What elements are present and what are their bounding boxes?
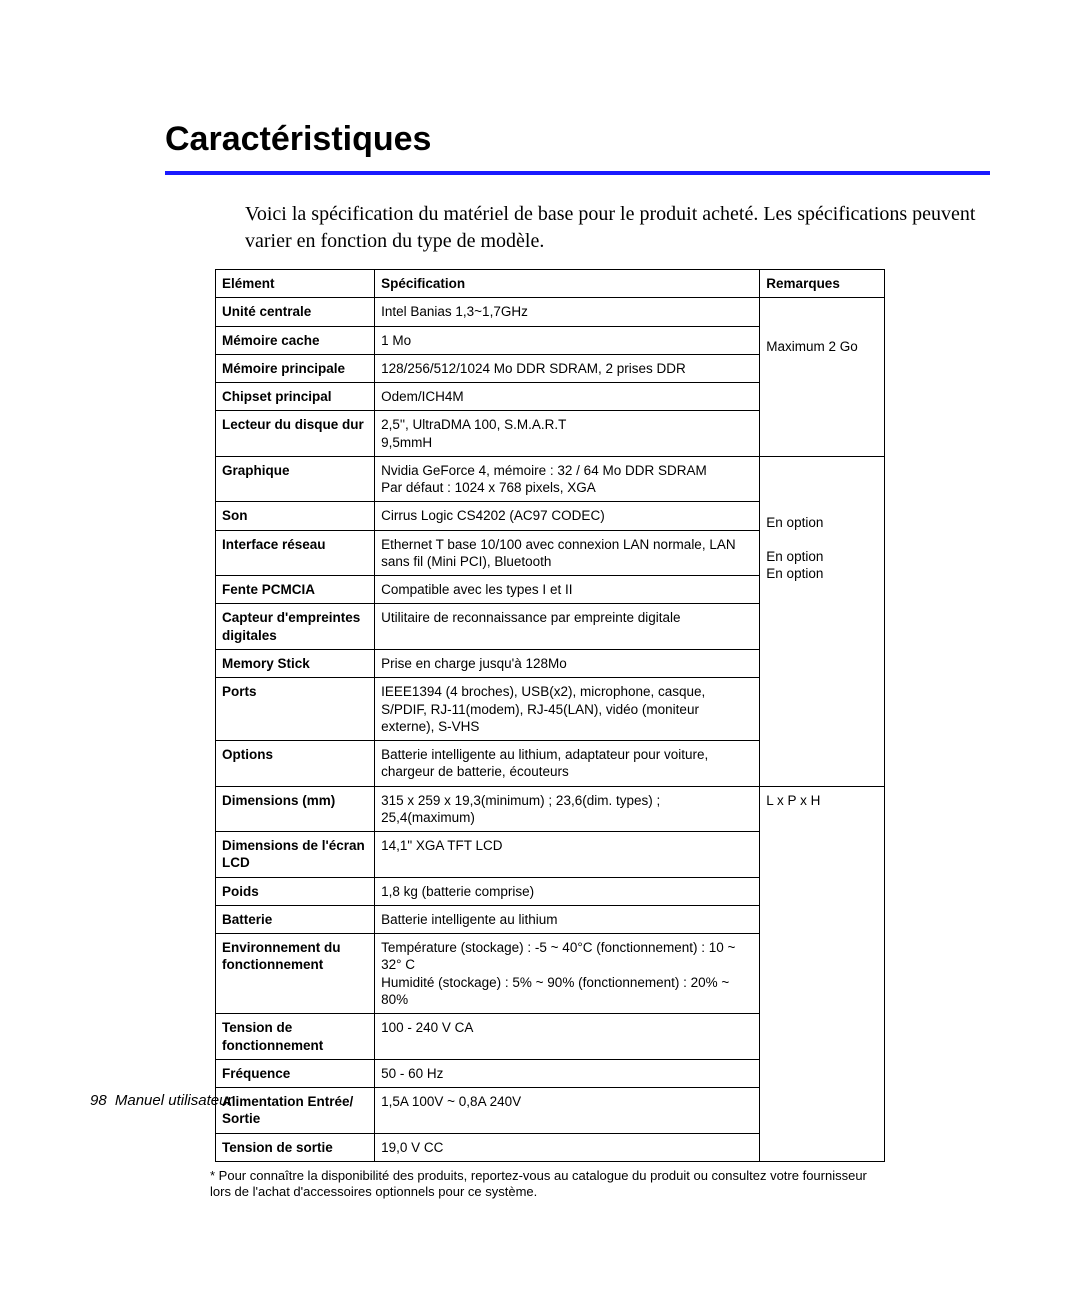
cell-element: Mémoire cache xyxy=(216,326,375,354)
cell-element: Poids xyxy=(216,877,375,905)
cell-spec: 2,5'', UltraDMA 100, S.M.A.R.T9,5mmH xyxy=(375,411,760,457)
page: Caractéristiques Voici la spécification … xyxy=(0,0,1080,1309)
cell-spec: Intel Banias 1,3~1,7GHz xyxy=(375,298,760,326)
cell-spec: Compatible avec les types I et II xyxy=(375,576,760,604)
cell-element: Unité centrale xyxy=(216,298,375,326)
cell-element: Options xyxy=(216,741,375,787)
cell-spec: 50 - 60 Hz xyxy=(375,1059,760,1087)
cell-element: Son xyxy=(216,502,375,530)
col-header-element: Elément xyxy=(216,270,375,298)
cell-spec: Nvidia GeForce 4, mémoire : 32 / 64 Mo D… xyxy=(375,456,760,502)
cell-spec: Batterie intelligente au lithium xyxy=(375,905,760,933)
cell-spec: 1 Mo xyxy=(375,326,760,354)
cell-spec: IEEE1394 (4 broches), USB(x2), microphon… xyxy=(375,678,760,741)
cell-spec: 19,0 V CC xyxy=(375,1133,760,1161)
cell-remarks: En optionEn optionEn option xyxy=(760,456,885,786)
cell-spec: 128/256/512/1024 Mo DDR SDRAM, 2 prises … xyxy=(375,354,760,382)
cell-spec: Utilitaire de reconnaissance par emprein… xyxy=(375,604,760,650)
table-row: Dimensions (mm)315 x 259 x 19,3(minimum)… xyxy=(216,786,885,832)
cell-element: Dimensions de l'écran LCD xyxy=(216,832,375,878)
page-title: Caractéristiques xyxy=(165,120,990,159)
spec-table-body: Unité centraleIntel Banias 1,3~1,7GHzMax… xyxy=(216,298,885,1162)
cell-spec: 14,1" XGA TFT LCD xyxy=(375,832,760,878)
cell-element: Graphique xyxy=(216,456,375,502)
footnote: * Pour connaître la disponibilité des pr… xyxy=(210,1168,890,1201)
cell-spec: Odem/ICH4M xyxy=(375,383,760,411)
cell-spec: Température (stockage) : -5 ~ 40°C (fonc… xyxy=(375,934,760,1014)
cell-element: Tension de fonctionnement xyxy=(216,1014,375,1060)
cell-spec: 1,8 kg (batterie comprise) xyxy=(375,877,760,905)
cell-element: Lecteur du disque dur xyxy=(216,411,375,457)
cell-spec: Cirrus Logic CS4202 (AC97 CODEC) xyxy=(375,502,760,530)
cell-spec: 315 x 259 x 19,3(minimum) ; 23,6(dim. ty… xyxy=(375,786,760,832)
page-footer: 98 Manuel utilisateur xyxy=(90,1092,232,1109)
cell-element: Capteur d'empreintes digitales xyxy=(216,604,375,650)
cell-element: Environnement du fonctionnement xyxy=(216,934,375,1014)
table-header-row: Elément Spécification Remarques xyxy=(216,270,885,298)
cell-element: Ports xyxy=(216,678,375,741)
cell-spec: 1,5A 100V ~ 0,8A 240V xyxy=(375,1088,760,1134)
cell-element: Memory Stick xyxy=(216,649,375,677)
cell-element: Chipset principal xyxy=(216,383,375,411)
cell-element: Batterie xyxy=(216,905,375,933)
page-number: 98 xyxy=(90,1092,107,1109)
cell-element: Alimentation Entrée/ Sortie xyxy=(216,1088,375,1134)
table-row: Unité centraleIntel Banias 1,3~1,7GHzMax… xyxy=(216,298,885,326)
cell-element: Dimensions (mm) xyxy=(216,786,375,832)
cell-element: Tension de sortie xyxy=(216,1133,375,1161)
footer-label: Manuel utilisateur xyxy=(115,1092,233,1109)
table-row: GraphiqueNvidia GeForce 4, mémoire : 32 … xyxy=(216,456,885,502)
col-header-spec: Spécification xyxy=(375,270,760,298)
cell-remarks: L x P x H xyxy=(760,786,885,1161)
cell-spec: Batterie intelligente au lithium, adapta… xyxy=(375,741,760,787)
cell-element: Fréquence xyxy=(216,1059,375,1087)
cell-spec: Prise en charge jusqu'à 128Mo xyxy=(375,649,760,677)
cell-spec: 100 - 240 V CA xyxy=(375,1014,760,1060)
cell-element: Interface réseau xyxy=(216,530,375,576)
cell-remarks: Maximum 2 Go xyxy=(760,298,885,457)
cell-spec: Ethernet T base 10/100 avec connexion LA… xyxy=(375,530,760,576)
title-rule xyxy=(165,171,990,175)
spec-table: Elément Spécification Remarques Unité ce… xyxy=(215,269,885,1162)
intro-text: Voici la spécification du matériel de ba… xyxy=(245,201,990,255)
cell-element: Mémoire principale xyxy=(216,354,375,382)
col-header-remarks: Remarques xyxy=(760,270,885,298)
cell-element: Fente PCMCIA xyxy=(216,576,375,604)
